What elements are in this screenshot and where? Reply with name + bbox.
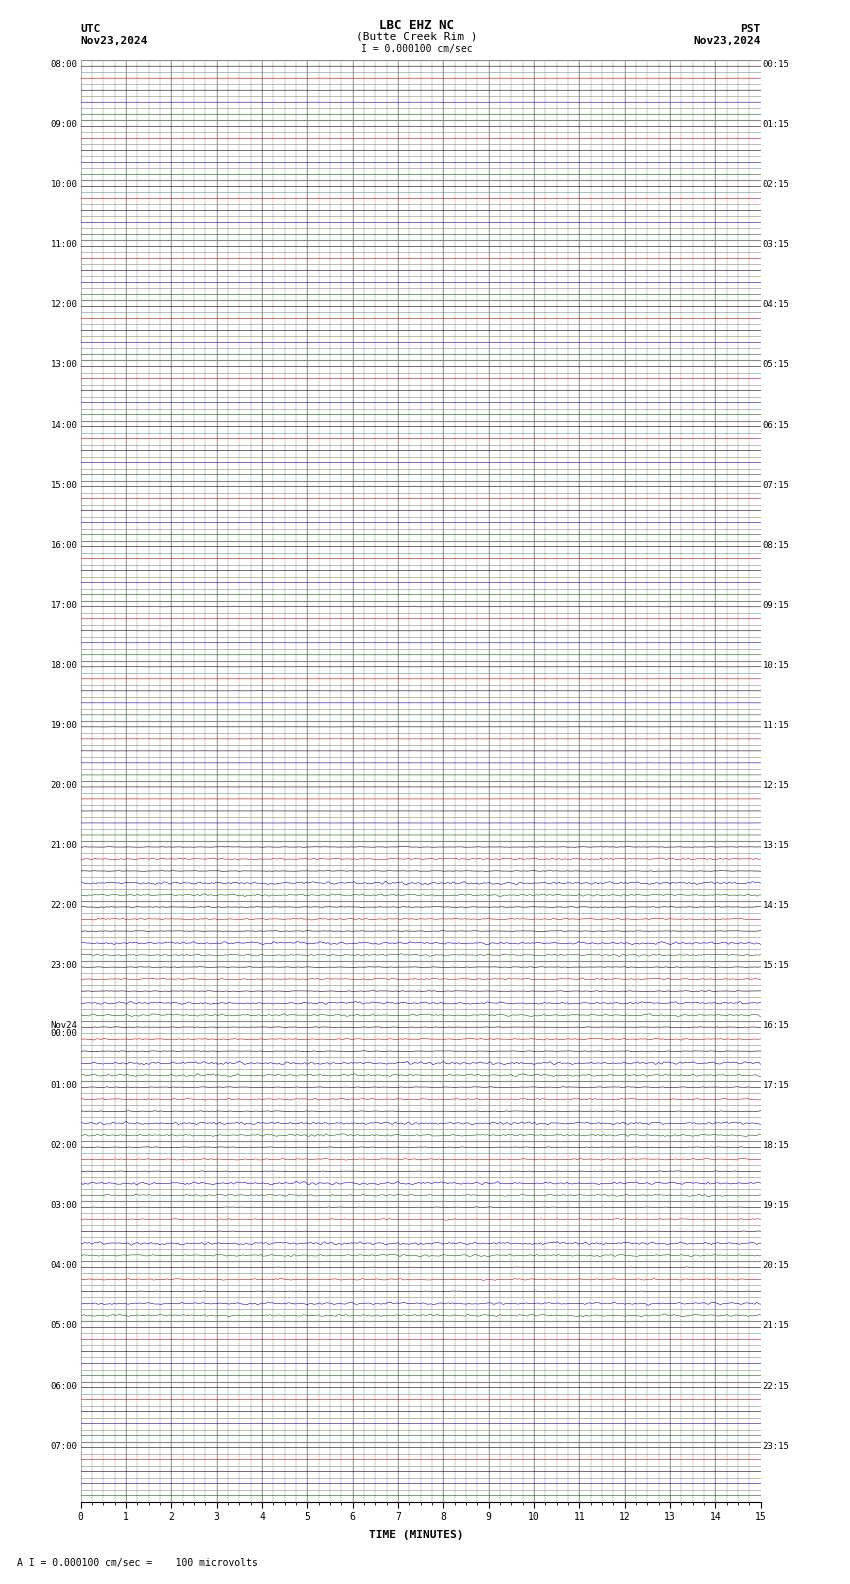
Text: 19:15: 19:15 [762, 1201, 790, 1210]
Text: 11:15: 11:15 [762, 721, 790, 730]
Text: 03:15: 03:15 [762, 241, 790, 249]
Text: Nov24
00:00: Nov24 00:00 [50, 1022, 77, 1039]
Text: Nov23,2024: Nov23,2024 [81, 36, 148, 46]
Text: 06:15: 06:15 [762, 421, 790, 429]
Text: 01:00: 01:00 [50, 1082, 77, 1090]
Text: 17:00: 17:00 [50, 600, 77, 610]
Text: 21:15: 21:15 [762, 1321, 790, 1331]
Text: 18:15: 18:15 [762, 1140, 790, 1150]
Text: 13:00: 13:00 [50, 361, 77, 369]
Text: 20:15: 20:15 [762, 1261, 790, 1270]
Text: 17:15: 17:15 [762, 1082, 790, 1090]
Text: 00:15: 00:15 [762, 60, 790, 70]
Text: 14:15: 14:15 [762, 901, 790, 911]
Text: 08:15: 08:15 [762, 540, 790, 550]
Text: 16:15: 16:15 [762, 1022, 790, 1030]
Text: 02:00: 02:00 [50, 1140, 77, 1150]
Text: 23:15: 23:15 [762, 1441, 790, 1451]
Text: 03:00: 03:00 [50, 1201, 77, 1210]
Text: 07:15: 07:15 [762, 480, 790, 489]
Text: 05:00: 05:00 [50, 1321, 77, 1331]
Text: PST: PST [740, 24, 761, 33]
Text: 11:00: 11:00 [50, 241, 77, 249]
Text: 15:00: 15:00 [50, 480, 77, 489]
Text: 20:00: 20:00 [50, 781, 77, 790]
Text: 22:15: 22:15 [762, 1381, 790, 1391]
Text: 13:15: 13:15 [762, 841, 790, 851]
Text: 12:00: 12:00 [50, 301, 77, 309]
Text: 05:15: 05:15 [762, 361, 790, 369]
Text: 18:00: 18:00 [50, 661, 77, 670]
Text: 14:00: 14:00 [50, 421, 77, 429]
Text: 06:00: 06:00 [50, 1381, 77, 1391]
Text: I = 0.000100 cm/sec: I = 0.000100 cm/sec [360, 44, 473, 54]
Text: 02:15: 02:15 [762, 181, 790, 190]
Text: 07:00: 07:00 [50, 1441, 77, 1451]
Text: 12:15: 12:15 [762, 781, 790, 790]
Text: 01:15: 01:15 [762, 120, 790, 130]
Text: 16:00: 16:00 [50, 540, 77, 550]
Text: 21:00: 21:00 [50, 841, 77, 851]
Text: (Butte Creek Rim ): (Butte Creek Rim ) [356, 32, 477, 41]
Text: LBC EHZ NC: LBC EHZ NC [379, 19, 454, 32]
Text: 10:15: 10:15 [762, 661, 790, 670]
Text: 15:15: 15:15 [762, 961, 790, 969]
Text: 09:15: 09:15 [762, 600, 790, 610]
Text: 23:00: 23:00 [50, 961, 77, 969]
Text: 10:00: 10:00 [50, 181, 77, 190]
Text: Nov23,2024: Nov23,2024 [694, 36, 761, 46]
Text: 19:00: 19:00 [50, 721, 77, 730]
Text: 04:00: 04:00 [50, 1261, 77, 1270]
Text: 04:15: 04:15 [762, 301, 790, 309]
Text: 09:00: 09:00 [50, 120, 77, 130]
Text: 08:00: 08:00 [50, 60, 77, 70]
Text: 22:00: 22:00 [50, 901, 77, 911]
Text: TIME (MINUTES): TIME (MINUTES) [369, 1530, 464, 1540]
Text: UTC: UTC [81, 24, 101, 33]
Text: A I = 0.000100 cm/sec =    100 microvolts: A I = 0.000100 cm/sec = 100 microvolts [17, 1559, 258, 1568]
